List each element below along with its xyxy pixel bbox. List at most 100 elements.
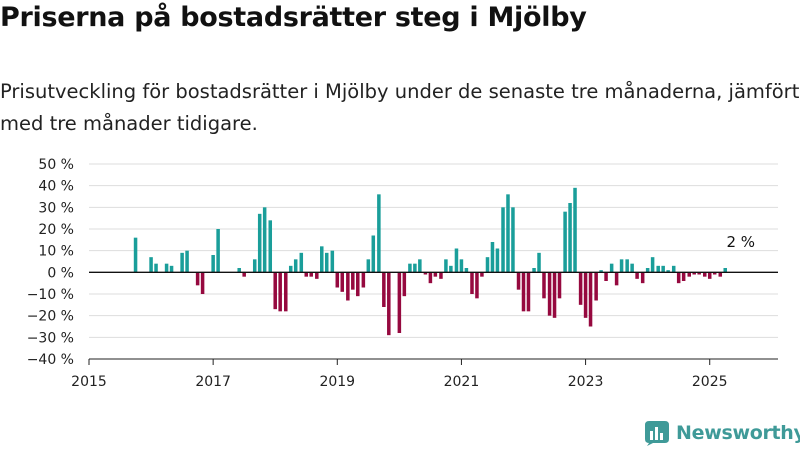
bar — [200, 272, 205, 294]
bar — [712, 272, 717, 275]
bar — [164, 263, 169, 273]
bar — [583, 272, 588, 318]
bar — [257, 213, 262, 273]
bar — [418, 259, 422, 273]
bar — [516, 272, 521, 290]
newsworthy-logo: Newsworthy — [644, 420, 800, 446]
bar — [697, 272, 701, 275]
bar — [387, 272, 391, 336]
bar — [604, 272, 608, 281]
bar — [377, 194, 381, 273]
bar — [268, 220, 273, 273]
bar — [599, 270, 603, 273]
bar — [661, 265, 665, 273]
bar — [578, 272, 583, 305]
bar — [444, 259, 448, 273]
bar — [532, 268, 536, 273]
bar — [133, 237, 138, 273]
x-tick-label: 2023 — [568, 374, 604, 390]
bar — [304, 272, 309, 277]
bar — [211, 255, 215, 273]
y-tick-label: 10 % — [38, 244, 74, 260]
x-tick-label: 2019 — [319, 374, 355, 390]
y-tick-label: −30 % — [27, 330, 74, 346]
y-tick-label: −40 % — [27, 352, 74, 368]
bar — [609, 263, 614, 273]
bar — [485, 257, 490, 273]
bar — [324, 252, 329, 273]
y-tick-label: 20 % — [38, 222, 74, 238]
x-tick-label: 2015 — [71, 374, 107, 390]
bar — [630, 263, 634, 273]
bar — [687, 272, 691, 277]
bar — [366, 259, 371, 273]
bar — [169, 265, 174, 273]
bar — [676, 272, 681, 284]
chart-subtitle: Prisutveckling för bostadsrätter i Mjölb… — [0, 80, 800, 135]
bar — [650, 257, 655, 273]
bar — [521, 272, 526, 312]
bar — [563, 211, 567, 273]
bar — [242, 272, 246, 277]
bar — [278, 272, 282, 312]
bar — [216, 229, 220, 273]
bar — [293, 259, 298, 273]
bar — [330, 250, 335, 273]
bar — [449, 265, 453, 273]
bar — [335, 272, 340, 288]
bar — [542, 272, 546, 299]
bar — [681, 272, 686, 281]
bar — [526, 272, 531, 312]
bar — [433, 272, 438, 277]
y-tick-label: 40 % — [38, 179, 74, 195]
bar — [273, 272, 277, 310]
y-tick-label: −20 % — [27, 309, 74, 325]
bar — [262, 207, 267, 273]
bar — [149, 257, 153, 273]
x-tick-label: 2021 — [444, 374, 480, 390]
latest-value-label: 2 % — [726, 233, 755, 251]
bar — [635, 272, 639, 279]
bar — [185, 250, 189, 273]
bar — [625, 259, 629, 273]
bar — [490, 242, 495, 273]
bar — [495, 248, 500, 273]
bar — [309, 272, 313, 277]
bar — [340, 272, 345, 292]
bar — [413, 263, 417, 273]
newsworthy-logo-icon — [645, 421, 669, 446]
bar — [656, 265, 660, 273]
bar — [351, 272, 355, 290]
bar — [288, 265, 293, 273]
bar-chart: −40 % −30 % −20 % −10 % 0 % 10 % 20 % 30 % 40 % 5… — [27, 157, 778, 390]
bar — [645, 268, 650, 273]
y-tick-label: 30 % — [38, 200, 74, 216]
x-tick-label: 2025 — [692, 374, 728, 390]
bar — [707, 272, 712, 279]
y-tick-label: 0 % — [47, 265, 74, 281]
bar — [470, 272, 474, 294]
bar — [299, 252, 304, 273]
bar — [614, 272, 619, 286]
chart-title: Priserna på bostadsrätter steg i Mjölby — [0, 2, 587, 33]
bar — [671, 265, 676, 273]
bar — [180, 252, 184, 273]
bar — [619, 259, 624, 273]
bar — [475, 272, 479, 299]
bar — [154, 263, 158, 273]
bar — [408, 263, 412, 273]
bar — [423, 272, 428, 275]
bar — [439, 272, 443, 279]
bar — [315, 272, 319, 279]
bar — [511, 207, 515, 273]
y-tick-label: 50 % — [38, 157, 74, 173]
bar — [702, 272, 707, 277]
bar — [480, 272, 484, 277]
bar — [547, 272, 552, 316]
bar — [237, 268, 241, 273]
bar — [506, 194, 510, 273]
bar — [371, 235, 376, 273]
bar — [428, 272, 433, 284]
bar — [501, 207, 505, 273]
bar — [454, 248, 459, 273]
